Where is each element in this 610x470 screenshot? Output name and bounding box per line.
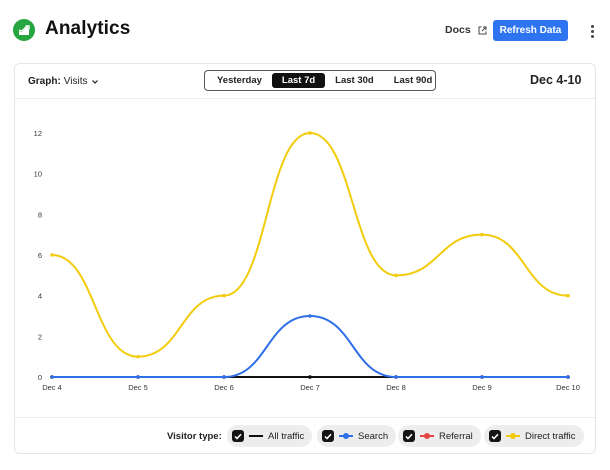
checkbox-checked-icon (322, 430, 334, 442)
series-line-search (52, 314, 568, 379)
legend-swatch (339, 432, 353, 440)
x-tick-label: Dec 7 (300, 383, 320, 392)
analytics-card: Graph: Visits Yesterday Last 7d Last 30d La… (14, 63, 596, 454)
docs-link[interactable]: Docs (445, 24, 487, 36)
docs-label: Docs (445, 24, 471, 36)
analytics-logo-icon (13, 19, 35, 41)
data-point-search (566, 375, 570, 379)
y-tick-label: 12 (34, 129, 42, 138)
graph-select-value: Visits (63, 76, 88, 87)
visits-line-chart: 0 2 4 6 8 10 12 Dec 4 Dec 5 Dec 6 Dec 7 Dec 8 Dec 9 D… (34, 129, 580, 392)
data-point-all-traffic (308, 375, 312, 379)
more-options-icon[interactable] (586, 21, 598, 41)
y-tick-label: 8 (38, 210, 42, 219)
x-tick-label: Dec 6 (214, 383, 234, 392)
legend-chip-direct-traffic[interactable]: Direct traffic (484, 425, 584, 447)
data-point-direct-traffic (50, 253, 54, 257)
data-point-search (136, 375, 140, 379)
graph-select-label: Graph: (28, 76, 61, 87)
data-point-search (394, 375, 398, 379)
legend-swatch (506, 432, 520, 440)
card-toolbar: Graph: Visits Yesterday Last 7d Last 30d La… (15, 64, 595, 99)
data-point-search (308, 314, 312, 318)
legend-title: Visitor type: (167, 431, 222, 442)
checkbox-checked-icon (403, 430, 415, 442)
data-point-direct-traffic (136, 354, 140, 359)
graph-select[interactable]: Graph: Visits (28, 76, 99, 87)
legend-swatch (249, 432, 263, 440)
range-button-last-7d[interactable]: Last 7d (271, 73, 326, 88)
data-point-search (50, 375, 54, 379)
legend-label: Direct traffic (525, 430, 576, 442)
x-tick-label: Dec 9 (472, 383, 492, 392)
x-tick-label: Dec 5 (128, 383, 148, 392)
refresh-data-button[interactable]: Refresh Data (493, 20, 568, 41)
legend-label: Search (358, 430, 389, 442)
series-line-direct-traffic (51, 131, 569, 358)
data-point-direct-traffic (566, 293, 570, 298)
data-point-direct-traffic (222, 293, 226, 298)
data-point-search (222, 375, 226, 379)
y-tick-label: 4 (38, 292, 42, 301)
data-point-direct-traffic (480, 232, 484, 237)
x-tick-label: Dec 10 (556, 383, 580, 392)
range-button-last-90d[interactable]: Last 90d (393, 75, 433, 86)
data-point-direct-traffic (308, 131, 312, 135)
legend-chip-search[interactable]: Search (317, 425, 397, 447)
legend-chip-all-traffic[interactable]: All traffic (227, 425, 313, 447)
checkbox-checked-icon (489, 430, 501, 442)
checkbox-checked-icon (232, 430, 244, 442)
date-range-selector: Yesterday Last 7d Last 30d Last 90d (204, 70, 436, 91)
page-title: Analytics (45, 18, 131, 39)
header: Analytics Docs Refresh Data (0, 0, 610, 62)
legend-chip-referral[interactable]: Referral (398, 425, 481, 447)
range-button-yesterday[interactable]: Yesterday (217, 75, 262, 86)
legend-label: All traffic (268, 430, 305, 442)
legend-label: Referral (439, 430, 473, 442)
data-point-direct-traffic (394, 273, 398, 278)
external-link-icon (478, 26, 487, 34)
range-button-last-30d[interactable]: Last 30d (335, 75, 374, 86)
legend-bar: Visitor type: All traffic Search Referral D… (15, 417, 595, 454)
chart-trend-icon (18, 25, 30, 35)
x-tick-label: Dec 4 (42, 383, 62, 392)
y-tick-label: 10 (34, 170, 42, 179)
y-tick-label: 0 (38, 373, 42, 382)
y-tick-label: 2 (38, 332, 42, 341)
x-tick-label: Dec 8 (386, 383, 406, 392)
date-range-label: Dec 4-10 (530, 73, 582, 87)
chevron-down-icon (91, 79, 98, 84)
y-tick-label: 6 (38, 251, 42, 260)
data-point-search (480, 375, 484, 379)
legend-swatch (420, 432, 434, 440)
